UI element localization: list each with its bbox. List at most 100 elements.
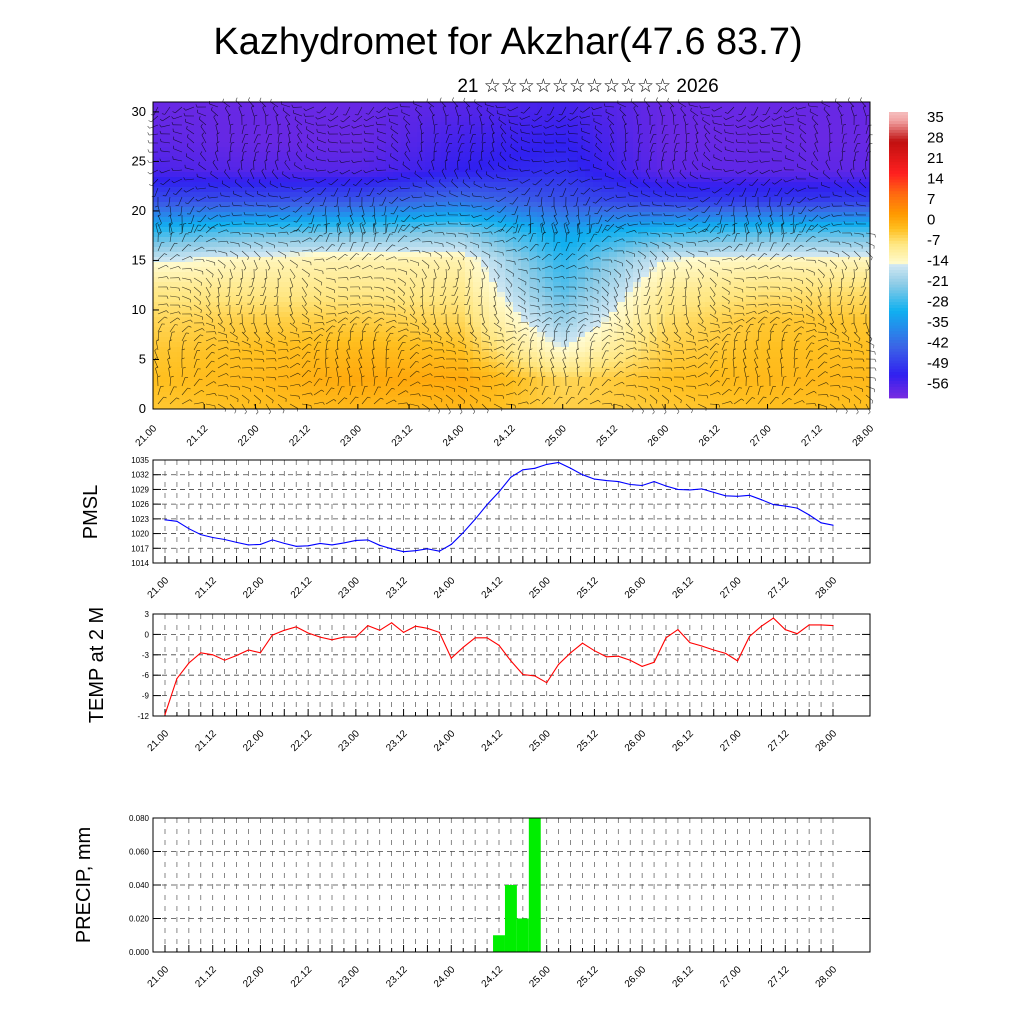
heatmap-cell <box>641 142 650 148</box>
heatmap-cell <box>513 362 522 368</box>
heatmap-cell <box>193 312 202 318</box>
heatmap-cell <box>665 267 674 273</box>
heatmap-cell <box>465 242 474 248</box>
heatmap-cell <box>729 102 738 108</box>
heatmap-cell <box>633 327 642 333</box>
heatmap-cell <box>505 242 514 248</box>
heatmap-cell <box>385 182 394 188</box>
heatmap-cell <box>609 207 618 213</box>
heatmap-cell <box>289 197 298 203</box>
heatmap-cell <box>721 317 730 323</box>
heatmap-cell <box>793 242 802 248</box>
heatmap-cell <box>345 257 354 263</box>
heatmap-cell <box>425 292 434 298</box>
heatmap-cell <box>401 252 410 258</box>
heatmap-cell <box>513 252 522 258</box>
heatmap-cell <box>697 222 706 228</box>
heatmap-cell <box>337 212 346 218</box>
heatmap-cell <box>401 122 410 128</box>
heatmap-cell <box>745 282 754 288</box>
heatmap-cell <box>633 272 642 278</box>
heatmap-cell <box>457 127 466 133</box>
heatmap-cell <box>233 217 242 223</box>
heatmap-cell <box>345 147 354 153</box>
heatmap-cell <box>569 312 578 318</box>
heatmap-cell <box>769 277 778 283</box>
heatmap-cell <box>785 307 794 313</box>
heatmap-cell <box>777 292 786 298</box>
heatmap-cell <box>593 187 602 193</box>
heatmap-cell <box>753 157 762 163</box>
heatmap-cell <box>361 197 370 203</box>
heatmap-cell <box>593 147 602 153</box>
heatmap-cell <box>481 107 490 113</box>
heatmap-cell <box>273 202 282 208</box>
heatmap-cell <box>481 357 490 363</box>
heatmap-cell <box>681 242 690 248</box>
heatmap-cell <box>361 192 370 198</box>
heatmap-cell <box>745 382 754 388</box>
heatmap-cell <box>689 112 698 118</box>
heatmap-cell <box>513 162 522 168</box>
heatmap-cell <box>569 127 578 133</box>
heatmap-cell <box>193 292 202 298</box>
heatmap-cell <box>769 332 778 338</box>
heatmap-cell <box>185 217 194 223</box>
heatmap-cell <box>681 132 690 138</box>
heatmap-cell <box>369 107 378 113</box>
heatmap-cell <box>353 292 362 298</box>
heatmap-cell <box>657 347 666 353</box>
heatmap-cell <box>481 127 490 133</box>
heatmap-cell <box>481 272 490 278</box>
heatmap-cell <box>585 367 594 373</box>
heatmap-cell <box>177 292 186 298</box>
heatmap-cell <box>705 352 714 358</box>
heatmap-cell <box>401 357 410 363</box>
heatmap-cell <box>649 327 658 333</box>
heatmap-cell <box>569 242 578 248</box>
heatmap-cell <box>561 287 570 293</box>
heatmap-cell <box>345 352 354 358</box>
heatmap-cell <box>273 107 282 113</box>
heatmap-cell <box>497 107 506 113</box>
heatmap-cell <box>321 132 330 138</box>
heatmap-cell <box>273 287 282 293</box>
heatmap-cell <box>249 117 258 123</box>
heatmap-cell <box>529 237 538 243</box>
heatmap-cell <box>697 122 706 128</box>
heatmap-cell <box>425 282 434 288</box>
heatmap-cell <box>625 317 634 323</box>
heatmap-cell <box>217 262 226 268</box>
heatmap-cell <box>713 327 722 333</box>
heatmap-cell <box>273 167 282 173</box>
heatmap-cell <box>249 272 258 278</box>
heatmap-cell <box>361 217 370 223</box>
heatmap-cell <box>321 332 330 338</box>
heatmap-cell <box>313 302 322 308</box>
heatmap-cell <box>249 167 258 173</box>
heatmap-cell <box>633 207 642 213</box>
heatmap-cell <box>209 172 218 178</box>
heatmap-cell <box>657 107 666 113</box>
heatmap-cell <box>705 252 714 258</box>
heatmap-cell <box>593 192 602 198</box>
heatmap-cell <box>505 302 514 308</box>
heatmap-cell <box>721 242 730 248</box>
heatmap-cell <box>409 257 418 263</box>
heatmap-cell <box>337 347 346 353</box>
heatmap-cell <box>793 267 802 273</box>
heatmap-cell <box>529 147 538 153</box>
heatmap-cell <box>673 342 682 348</box>
heatmap-cell <box>721 407 730 410</box>
heatmap-cell <box>769 397 778 403</box>
heatmap-cell <box>617 107 626 113</box>
heatmap-cell <box>385 292 394 298</box>
heatmap-cell <box>153 102 162 108</box>
heatmap-cell <box>721 202 730 208</box>
heatmap-cell <box>265 267 274 273</box>
heatmap-cell <box>489 237 498 243</box>
heatmap-cell <box>601 327 610 333</box>
heatmap-cell <box>257 327 266 333</box>
heatmap-cell <box>377 407 386 410</box>
heatmap-cell <box>545 402 554 408</box>
